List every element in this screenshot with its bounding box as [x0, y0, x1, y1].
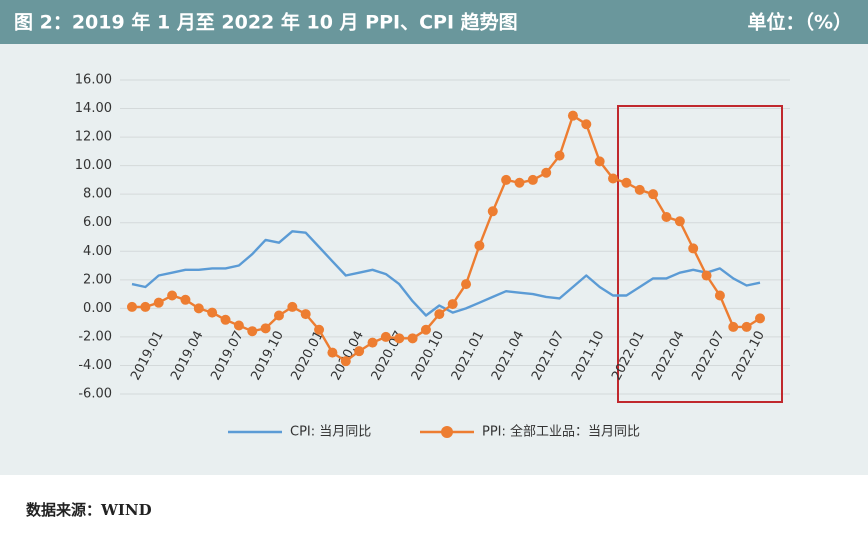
data-point — [474, 240, 485, 251]
data-point — [354, 346, 365, 357]
y-tick-label: 10.00 — [75, 158, 112, 173]
y-tick-label: 6.00 — [83, 215, 112, 230]
data-point — [581, 119, 592, 130]
data-point — [728, 321, 739, 332]
data-point — [140, 301, 151, 312]
data-point — [487, 206, 498, 217]
y-tick-label: -2.00 — [78, 329, 112, 344]
data-point — [648, 189, 659, 200]
y-tick-label: 8.00 — [83, 187, 112, 202]
data-point — [527, 174, 538, 185]
data-point — [167, 290, 178, 301]
data-point — [714, 290, 725, 301]
y-tick-label: -4.00 — [78, 358, 112, 373]
data-point — [741, 321, 752, 332]
data-point — [394, 333, 405, 344]
data-point — [300, 309, 311, 320]
unit-label: 单位：（%） — [747, 11, 852, 34]
data-point — [701, 270, 712, 281]
source-note: 数据来源：WIND — [26, 501, 152, 519]
y-tick-label: 2.00 — [83, 272, 112, 287]
legend-marker — [441, 426, 453, 438]
legend-label: CPI: 当月同比 — [290, 425, 371, 440]
data-point — [594, 156, 605, 167]
data-point — [541, 167, 552, 178]
y-tick-label: 14.00 — [75, 101, 112, 116]
chart-background — [0, 0, 868, 475]
data-point — [260, 323, 271, 334]
data-point — [434, 309, 445, 320]
data-point — [340, 356, 351, 367]
data-point — [447, 299, 458, 310]
data-point — [420, 324, 431, 335]
data-point — [634, 184, 645, 195]
data-point — [674, 216, 685, 227]
data-point — [380, 331, 391, 342]
data-point — [367, 337, 378, 348]
y-tick-label: -6.00 — [78, 387, 112, 402]
data-point — [233, 320, 244, 331]
legend-label: PPI: 全部工业品：当月同比 — [482, 424, 640, 440]
data-point — [207, 307, 218, 318]
data-point — [193, 303, 204, 314]
data-point — [407, 333, 418, 344]
highlight-box — [617, 105, 783, 403]
y-tick-label: 12.00 — [75, 130, 112, 145]
data-point — [327, 347, 338, 358]
y-tick-label: 16.00 — [75, 73, 112, 88]
data-point — [127, 301, 137, 312]
data-point — [273, 310, 284, 321]
data-point — [180, 294, 191, 305]
header-bar — [0, 0, 868, 44]
data-point — [621, 177, 632, 188]
data-point — [755, 313, 765, 324]
y-tick-label: 4.00 — [83, 244, 112, 259]
data-point — [314, 324, 325, 335]
data-point — [567, 110, 578, 121]
data-point — [688, 243, 699, 254]
data-point — [461, 279, 472, 290]
chart-title: 图 2：2019 年 1 月至 2022 年 10 月 PPI、CPI 趋势图 — [14, 11, 518, 34]
data-point — [501, 174, 512, 185]
data-point — [247, 326, 258, 337]
data-point — [514, 177, 525, 188]
data-point — [153, 297, 164, 308]
y-tick-label: 0.00 — [83, 301, 112, 316]
data-point — [287, 301, 298, 312]
data-point — [608, 173, 619, 184]
data-point — [661, 212, 672, 223]
data-point — [554, 150, 565, 161]
data-point — [220, 314, 231, 325]
